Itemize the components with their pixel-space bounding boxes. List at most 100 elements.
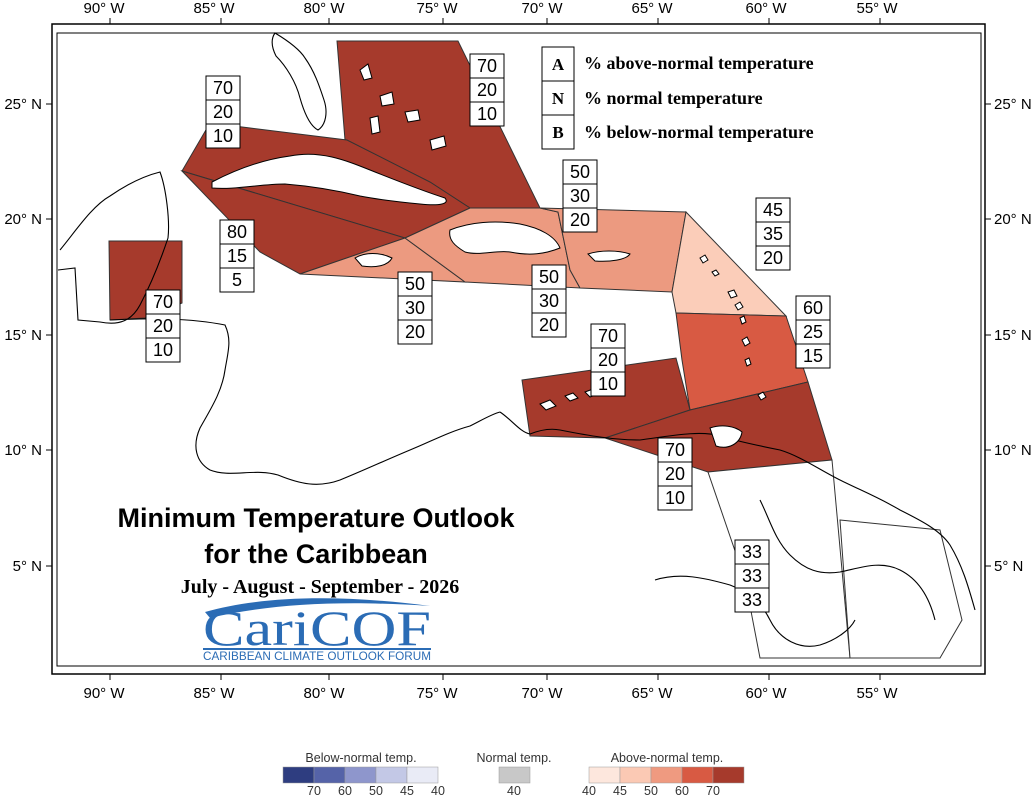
lat-label: 25° N: [4, 96, 42, 113]
colorbar-above-swatch: [712, 766, 745, 784]
colorbar-above-tick: 50: [644, 784, 658, 796]
prob-value-normal: 20: [598, 350, 618, 370]
prob-cell-normal: [397, 295, 433, 321]
lat-label: 25° N: [994, 96, 1032, 113]
legend-desc-normal: % normal temperature: [584, 88, 763, 108]
prob-box-puerto-rico: 50 30 20: [562, 159, 598, 233]
prob-box-belize: 70 20 10: [145, 289, 181, 363]
logo-swoosh: [205, 598, 430, 618]
lat-label: 10° N: [994, 442, 1032, 459]
prob-cell-normal: [531, 288, 567, 314]
prob-cell-below: [795, 343, 831, 369]
prob-cell-normal: [755, 221, 791, 247]
map-inner-frame: [56, 32, 982, 667]
lon-label: 70° W: [521, 685, 563, 702]
prob-value-above: 60: [803, 298, 823, 318]
lon-label: 75° W: [416, 685, 458, 702]
prob-box-cayman: 80 15 5: [219, 219, 255, 293]
colorbar-below-tick: 50: [369, 784, 383, 796]
guyana-coast: [759, 499, 936, 621]
prob-value-below: 15: [803, 346, 823, 366]
lon-label: 80° W: [303, 0, 345, 17]
honduras-coast: [109, 318, 501, 485]
legend-key-a: A: [552, 55, 565, 74]
title-line-1: Minimum Temperature Outlook: [117, 503, 515, 533]
prob-value-above: 70: [153, 292, 173, 312]
prob-value-normal: 35: [763, 224, 783, 244]
lat-label: 10° N: [4, 442, 42, 459]
prob-cell-above: [219, 219, 255, 245]
prob-value-above: 70: [213, 78, 233, 98]
prob-value-normal: 20: [665, 464, 685, 484]
lon-label: 90° W: [83, 685, 125, 702]
prob-value-below: 5: [232, 270, 242, 290]
lon-label: 80° W: [303, 685, 345, 702]
colorbar-below-tick: 45: [400, 784, 414, 796]
lon-label: 85° W: [193, 0, 235, 17]
prob-cell-normal: [219, 243, 255, 269]
colorbar-below-title: Below-normal temp.: [305, 751, 416, 765]
colorbar-above-swatch: [619, 766, 652, 784]
venezuela-interior: [654, 575, 856, 647]
jamaica-island: [354, 253, 393, 268]
logo-underline: [203, 648, 431, 650]
prob-box-windward-islands: 60 25 15: [795, 295, 831, 369]
prob-cell-below: [755, 245, 791, 271]
colorbar-below-swatch: [406, 766, 439, 784]
prob-value-below: 20: [405, 322, 425, 342]
prob-value-normal: 33: [742, 566, 762, 586]
lon-labels-bottom: 90° W 85° W 80° W 75° W 70° W 65° W 60° …: [83, 685, 898, 702]
prob-cell-below: [219, 267, 255, 293]
lat-label: 5° N: [13, 558, 42, 575]
colorbar-normal-tick: 40: [507, 784, 521, 796]
prob-cell-below: [657, 485, 693, 511]
prob-cell-below: [590, 371, 626, 397]
logo-wordmark: CariCOF: [203, 600, 431, 656]
colorbar-above-tick: 70: [706, 784, 720, 796]
legend-desc-below: % below-normal temperature: [584, 122, 814, 142]
trinidad-island: [709, 425, 743, 448]
prob-box-trinidad: 70 20 10: [657, 437, 693, 511]
prob-box-bahamas: 70 20 10: [469, 53, 505, 127]
prob-value-normal: 20: [153, 316, 173, 336]
prob-cell-above: [469, 53, 505, 79]
prob-cell-below: [531, 312, 567, 338]
lon-label: 65° W: [631, 685, 673, 702]
prob-value-normal: 20: [477, 80, 497, 100]
axis-ticks: [46, 18, 991, 680]
prob-cell-above: [657, 437, 693, 463]
prob-cell-below: [205, 123, 241, 149]
lat-labels-left: 25° N 20° N 15° N 10° N 5° N: [4, 96, 42, 575]
prob-cell-normal: [795, 319, 831, 345]
colorbar-below-swatch: [344, 766, 377, 784]
prob-value-above: 50: [539, 267, 559, 287]
region-guianas-east: [839, 519, 963, 659]
prob-cell-normal: [562, 183, 598, 209]
lon-label: 55° W: [856, 685, 898, 702]
prob-value-below: 10: [477, 104, 497, 124]
prob-value-below: 33: [742, 590, 762, 610]
lat-label: 15° N: [4, 327, 42, 344]
lat-label: 20° N: [4, 211, 42, 228]
colorbar-below-tick: 60: [338, 784, 352, 796]
lon-label: 55° W: [856, 0, 898, 17]
prob-box-hispaniola: 50 30 20: [531, 264, 567, 338]
colorbar-below-swatch: [282, 766, 315, 784]
prob-value-above: 33: [742, 542, 762, 562]
prob-cell-normal: [590, 347, 626, 373]
prob-cell-normal: [657, 461, 693, 487]
caricof-logo: CariCOF CARIBBEAN CLIMATE OUTLOOK FORUM: [203, 598, 431, 663]
lon-label: 60° W: [745, 685, 787, 702]
coastlines: [57, 32, 976, 647]
legend-desc-above: % above-normal temperature: [584, 53, 814, 73]
prob-value-above: 70: [598, 326, 618, 346]
prob-value-below: 10: [153, 340, 173, 360]
prob-value-below: 20: [763, 248, 783, 268]
florida-coast: [271, 32, 327, 131]
title-line-2: for the Caribbean: [204, 539, 428, 569]
prob-value-normal: 20: [213, 102, 233, 122]
prob-box-abc-islands: 70 20 10: [590, 323, 626, 397]
colombia-coast: [499, 411, 976, 611]
lon-label: 90° W: [83, 0, 125, 17]
prob-value-below: 20: [539, 315, 559, 335]
